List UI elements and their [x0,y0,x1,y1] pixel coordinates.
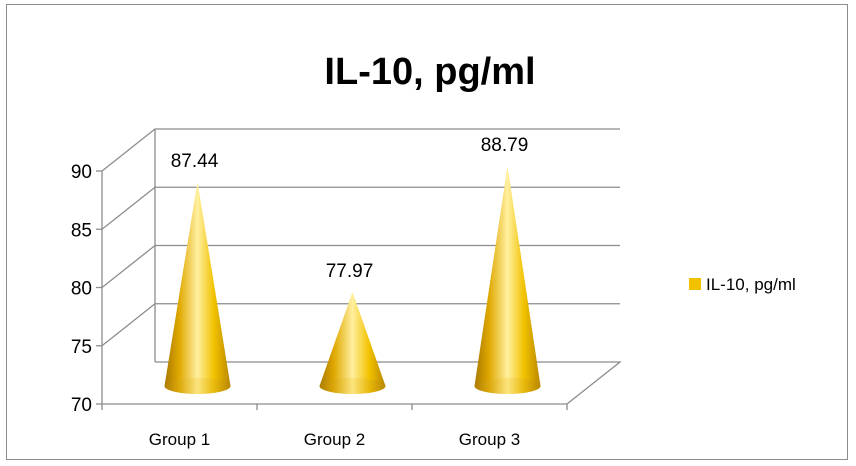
data-label: 87.44 [171,151,219,172]
y-tick-label: 90 [71,162,92,183]
category-label: Group 2 [304,430,365,449]
cone-series [164,166,541,394]
cone-base [474,378,541,394]
data-labels: 87.44 77.97 88.79 [171,135,529,282]
category-label: Group 3 [459,430,520,449]
y-tick-label: 70 [71,395,92,416]
cone-body [474,166,541,394]
cone-body [319,292,386,394]
y-tick-label: 80 [71,279,92,300]
gridline [101,186,620,230]
gridlines [101,128,620,347]
category-label: Group 1 [149,430,210,449]
legend-swatch [689,278,701,290]
y-tick-label: 75 [71,337,92,358]
chart-title: IL-10, pg/ml [324,51,535,93]
cone-base [164,378,231,394]
cone [164,181,231,394]
x-axis-ticks [101,404,568,410]
cone [319,292,386,394]
cone [474,166,541,394]
category-labels: Group 1 Group 2 Group 3 [149,430,520,449]
y-axis-ticks: 70 75 80 85 90 [71,162,102,416]
chart-frame [6,4,848,460]
data-label: 88.79 [481,135,529,156]
cone-base [319,378,386,394]
legend: IL-10, pg/ml [689,275,796,294]
data-label: 77.97 [326,261,374,282]
gridline [101,244,620,289]
legend-label: IL-10, pg/ml [706,275,796,294]
y-tick-label: 85 [71,220,92,241]
gridline [101,128,620,172]
cone-body [164,181,231,394]
floor-outline [102,361,622,405]
gridline [101,303,620,347]
